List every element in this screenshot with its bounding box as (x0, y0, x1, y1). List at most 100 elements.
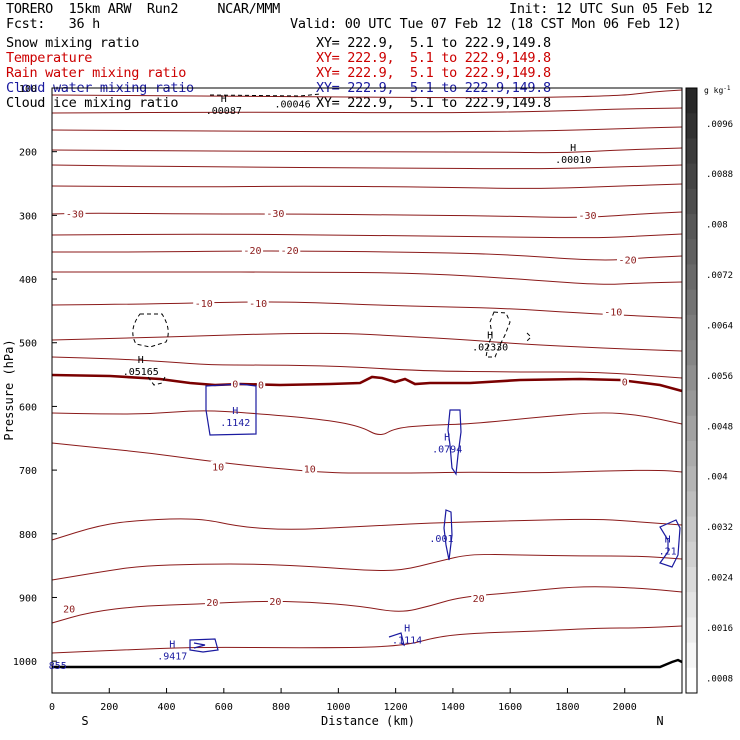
terrain-line (52, 658, 683, 669)
organization: NCAR/MMM (217, 1, 280, 17)
x-tick-label: 600 (215, 702, 233, 713)
colorbar-swatch (686, 264, 697, 291)
extremum-value: .00046 (274, 99, 310, 110)
colorbar-label: .0072 (706, 271, 733, 281)
isotherm (52, 250, 683, 261)
colorbar-swatch (686, 592, 697, 618)
isotherm-label-bg (576, 209, 599, 221)
field-snow-name: Snow mixing ratio (6, 35, 140, 51)
isotherm-label: -10 (604, 308, 622, 319)
isotherm (51, 89, 683, 99)
axes: 0 200 400 600 800 1000 1200 1400 1600 1800 2000100… (13, 84, 637, 713)
extremum-marker: H (487, 331, 493, 342)
colorbar-swatch (686, 440, 697, 467)
isotherm (51, 126, 683, 133)
field-snow-xy: XY= 222.9, 5.1 to 222.9,149.8 (316, 35, 551, 51)
y-tick-label: 700 (19, 466, 37, 477)
isotherm-label: -10 (195, 299, 213, 310)
isotherm (51, 410, 683, 435)
x-tick-label: 400 (158, 702, 176, 713)
isotherm-label-bg (193, 297, 215, 309)
x-tick-label: 1800 (555, 702, 579, 713)
temperature-labels: -30 -30 -30 -20 -20 -20 -10 -10 -10 0 0 0 10 10 20 20 20… (61, 207, 639, 615)
colorbar-label: .008 (706, 221, 728, 231)
isotherm-label: 20 (269, 597, 281, 608)
isotherm-label: -20 (281, 246, 299, 257)
x-tick-label: 2000 (613, 702, 637, 713)
isotherm-label-bg (256, 378, 266, 390)
colorbar-swatch (686, 163, 697, 190)
field-cloudice-xy: XY= 222.9, 5.1 to 222.9,149.8 (316, 95, 551, 111)
x-tick-label: 200 (100, 702, 118, 713)
cloud-water-contour-6 (189, 638, 219, 653)
colorbar-swatch (686, 541, 697, 568)
colorbar-label: .0016 (706, 624, 733, 634)
isotherm-label-bg (471, 592, 487, 604)
extremum-value: .00087 (206, 106, 242, 117)
isotherm-label: -30 (66, 210, 84, 221)
model-resolution: 15km ARW (68, 1, 132, 17)
isotherm (51, 183, 683, 189)
forecast-hour: 36 h (68, 16, 101, 32)
extremum-marker: H (444, 433, 450, 444)
colorbar-label: .0008 (706, 674, 733, 684)
x-tick-label: 1200 (384, 702, 408, 713)
colorbar-label: .0064 (706, 321, 733, 331)
colorbar-swatch (686, 566, 697, 593)
isotherm-label-bg (264, 207, 286, 219)
x-tick-label: 1400 (441, 702, 465, 713)
snow-contour-mid (485, 311, 511, 358)
isotherm (51, 107, 683, 114)
colorbar-swatch (686, 667, 697, 694)
colorbar-units-exponent: -1 (723, 85, 731, 92)
x-tick-label: 1600 (498, 702, 522, 713)
colorbar-units: g kg-1 (704, 85, 731, 95)
forecast-label: Fcst: (6, 16, 46, 32)
snow-contour-west (132, 313, 169, 348)
isotherm (51, 164, 683, 170)
isotherm-label: 0 (622, 378, 628, 389)
cloud-water-contour-4 (659, 519, 681, 568)
y-tick-label: 100 (19, 84, 37, 95)
isotherm-label-bg (61, 602, 77, 614)
isotherm (51, 442, 683, 474)
extremum-value: .1114 (392, 636, 422, 647)
isotherm-label: -20 (619, 255, 637, 266)
colorbar-swatch (686, 491, 697, 518)
colorbar-swatch (686, 214, 697, 240)
x-tick-label: 800 (272, 702, 290, 713)
extremum-marker: H (404, 624, 410, 635)
colorbar-swatch (686, 642, 697, 669)
colorbar-swatch (686, 390, 697, 417)
field-temperature-xy: XY= 222.9, 5.1 to 222.9,149.8 (316, 50, 551, 66)
isotherm-label-bg (602, 306, 624, 318)
extremum-value: .00010 (555, 155, 591, 166)
isotherm-label-bg (64, 208, 86, 220)
y-tick-label: 800 (19, 530, 37, 541)
isotherm-label-bg (620, 376, 629, 388)
colorbar-swatch (686, 188, 697, 215)
isotherm (51, 147, 683, 154)
colorbar-swatch (686, 617, 697, 644)
extremum-marker: H (570, 143, 576, 154)
extremum-value: 855 (49, 661, 67, 672)
valid-time: Valid: 00 UTC Tue 07 Feb 12 (18 CST Mon … (290, 16, 682, 32)
field-rain-xy: XY= 222.9, 5.1 to 222.9,149.8 (316, 65, 551, 81)
x-tick-label: 0 (49, 702, 55, 713)
isotherm (51, 356, 683, 379)
plot-frame (51, 87, 683, 694)
isotherm-label-bg (247, 297, 269, 309)
colorbar-swatch (686, 239, 697, 265)
colorbar-swatch (686, 415, 697, 442)
y-axis-title: Pressure (hPa) (2, 339, 16, 440)
colorbar-swatch (686, 314, 697, 341)
field-rain-name: Rain water mixing ratio (6, 65, 187, 81)
cloud-water-contour-2 (447, 409, 462, 476)
snow-contours (132, 93, 532, 386)
cloud-water-contours (189, 383, 681, 653)
isotherm (51, 625, 683, 654)
colorbar-units-base: g kg (704, 86, 723, 95)
isotherm (51, 332, 683, 352)
isotherm-label-bg (210, 460, 226, 472)
colorbar-frame (685, 87, 698, 694)
